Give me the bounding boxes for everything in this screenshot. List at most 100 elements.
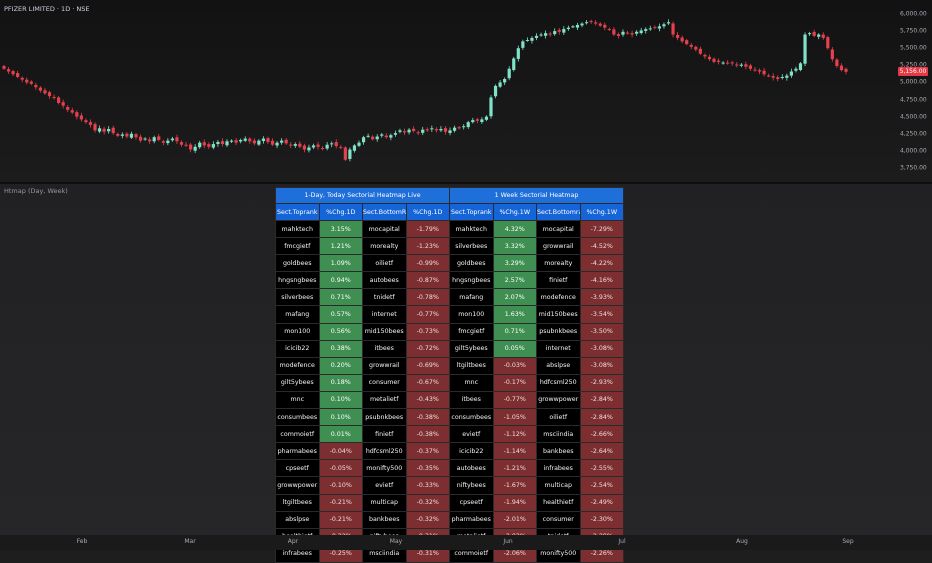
percent-change-cell: 0.01% [318,425,363,444]
sector-name-cell: fmcgietf [275,237,320,256]
candle-body [589,20,593,22]
candle-body [584,22,589,24]
candle-body [503,79,507,83]
percent-change-cell: -0.32% [405,493,450,512]
heatmap-row: mnc 0.10% metalietf -0.43% itbees -0.77% groww… [275,390,624,410]
percent-change-cell: -0.38% [405,425,450,444]
candle-body [757,70,762,72]
percent-change-cell: 0.18% [318,373,363,392]
sector-name-cell: itbees [449,390,494,410]
percent-change-cell: -2.93% [579,373,624,392]
sector-name-cell: consumbees [449,408,494,427]
candle-body [635,31,639,34]
indicator-title[interactable]: Htmap (Day, Week) [4,187,68,195]
candle-body [2,66,6,69]
sector-name-cell: silverbees [449,237,494,256]
candle-body [384,135,388,138]
percent-change-cell: -0.10% [318,476,363,495]
candle-body [671,23,675,35]
sector-name-cell: consumer [536,510,581,529]
candle-body [116,133,120,136]
sector-name-cell: mid150bees [536,305,581,324]
percent-change-cell: -4.16% [579,271,624,290]
candle-body [266,138,270,142]
candle-body [211,144,215,148]
percent-change-cell: -2.66% [579,425,624,444]
candle-body [75,112,79,117]
time-tick-label: Jun [503,538,513,545]
candle-body [234,140,238,143]
sector-name-cell: pharmabees [449,510,494,529]
candle-body [489,97,493,117]
candle-body [493,85,498,97]
candle-body [220,141,225,145]
percent-change-cell: -2.49% [579,493,624,512]
candle-body [79,115,83,120]
candle-body [6,69,11,72]
candle-body [812,31,816,36]
sector-name-cell: mahktech [275,219,320,239]
sector-name-cell: mafang [275,305,320,324]
time-axis[interactable]: Feb Mar Apr May Jun Jul Aug Sep [0,535,932,550]
percent-change-cell: -0.03% [492,356,537,375]
candle-body [780,76,784,78]
candle-body [198,142,202,148]
candle-body [807,33,812,35]
candle-body [207,144,211,147]
sector-name-cell: healthietf [536,493,581,512]
heatmap-row: hngsngbees 0.94% autobees -0.87% hngsngbees 2… [275,271,624,290]
price-chart-pane[interactable]: PFIZER LIMITED · 1D · NSE 6,000.00 5,750.… [0,0,932,182]
sector-name-cell: mocapital [362,219,407,239]
sector-name-cell: silverbees [275,288,320,307]
candle-body [553,31,557,35]
sector-name-cell: cpseetf [449,493,494,512]
sector-name-cell: mahktech [449,219,494,239]
candle-body [402,131,407,133]
candle-body [580,23,584,26]
candle-body [161,141,165,143]
candle-body [157,136,161,140]
time-tick-label: Sep [842,538,854,545]
candle-body [685,40,689,45]
sector-name-cell: goldbees [449,254,494,273]
percent-change-cell: -0.38% [405,408,450,427]
candle-body [776,77,780,80]
percent-change-cell: 3.15% [318,219,363,239]
percent-change-cell: -0.77% [492,390,537,410]
sector-name-cell: mon100 [449,305,494,324]
percent-change-cell: -0.37% [405,442,450,461]
sector-name-cell: morealty [362,237,407,256]
sector-name-cell: consumer [362,373,407,392]
percent-change-cell: -2.54% [579,476,624,495]
pane-divider[interactable] [0,182,932,184]
sector-name-cell: multicap [362,493,407,512]
percent-change-cell: -0.77% [405,305,450,324]
candle-body [361,137,366,143]
candle-body [380,134,384,136]
candle-body [826,37,830,49]
candle-body [566,27,570,30]
candle-body [707,56,712,60]
candle-body [366,135,370,137]
sector-name-cell: niftybees [449,476,494,495]
percent-change-cell: 0.10% [318,408,363,427]
candle-body [375,136,379,140]
percent-change-cell: 2.07% [492,288,537,307]
heatmap-row: modefence 0.20% growwrail -0.69% ltgiltbees -… [275,356,624,375]
sector-name-cell: mid150bees [362,322,407,341]
sector-name-cell: mnc [449,373,494,392]
candle-body [603,24,607,28]
sector-name-cell: msciindia [536,425,581,444]
candle-body [430,128,434,130]
percent-change-cell: 0.57% [318,305,363,324]
candle-body [484,116,489,120]
candle-body [739,64,743,66]
percent-change-cell: 1.63% [492,305,537,324]
indicator-pane[interactable]: Htmap (Day, Week) 1-Day, Today Sectorial… [0,184,932,563]
candle-body [798,63,803,70]
candle-body [562,29,566,33]
percent-change-cell: -0.69% [405,356,450,375]
candle-body [794,68,798,71]
candle-body [730,62,734,64]
sector-name-cell: evietf [449,425,494,444]
